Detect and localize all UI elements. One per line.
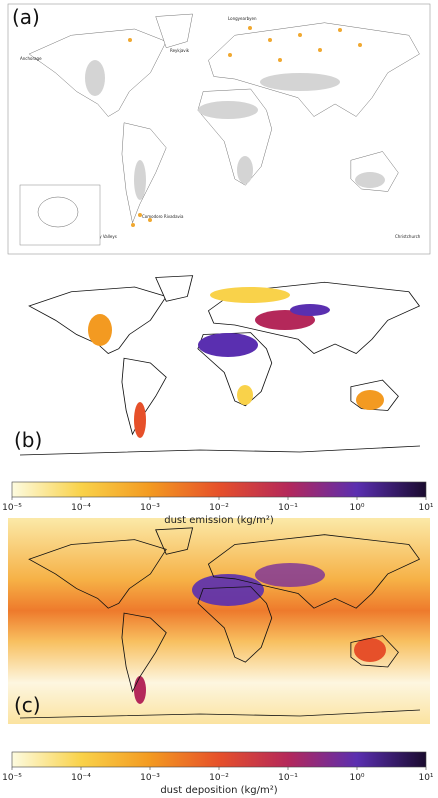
panel-b: (b) — [14, 275, 421, 456]
antarctica-coast — [19, 709, 421, 719]
colorbar-tick-label: 10⁻³ — [140, 773, 160, 783]
colorbar-tick-label: 10⁰ — [349, 773, 364, 783]
panel-label: (c) — [14, 693, 41, 717]
place-label: Christchurch — [395, 234, 421, 239]
colorbar-tick-label: 10⁻² — [209, 773, 229, 783]
place-label: Anchorage — [20, 56, 42, 61]
colorbar-label: dust deposition (kg/m²) — [160, 785, 277, 796]
colorbar-tick-label: 10⁰ — [349, 503, 364, 513]
dust-sites — [128, 26, 362, 227]
colorbar-tick-label: 10¹ — [418, 503, 433, 513]
deposition-field — [8, 518, 430, 724]
deposition-patches — [134, 563, 386, 704]
panel-c: (c) — [8, 518, 430, 724]
panel-a: (a) Longyearbyen Anchorage Reykjavik Com… — [7, 3, 431, 255]
antarctica-coast — [19, 445, 421, 456]
panel-label: (b) — [14, 428, 42, 452]
antarctica — [37, 196, 79, 228]
emission-patches — [88, 287, 384, 438]
colorbar-tick-label: 10⁻⁴ — [71, 773, 91, 783]
colorbar — [11, 751, 427, 768]
place-label: Reykjavik — [170, 48, 190, 53]
colorbar — [11, 481, 427, 498]
colorbar-tick-label: 10⁻² — [209, 503, 229, 513]
colorbar-tick-label: 10⁻⁴ — [71, 503, 91, 513]
colorbar-label: dust emission (kg/m²) — [164, 515, 274, 526]
panel-label: (a) — [12, 5, 40, 29]
place-label: Longyearbyen — [228, 16, 257, 21]
colorbar-tick-label: 10¹ — [418, 773, 433, 783]
place-label: Comodoro Rivadavia — [142, 214, 184, 219]
colorbar-tick-label: 10⁻⁵ — [2, 503, 22, 513]
colorbar-tick-label: 10⁻⁵ — [2, 773, 22, 783]
dust-source-regions — [85, 60, 385, 200]
colorbar-tick-label: 10⁻³ — [140, 503, 160, 513]
colorbar-tick-label: 10⁻¹ — [278, 503, 298, 513]
colorbar-tick-label: 10⁻¹ — [278, 773, 298, 783]
